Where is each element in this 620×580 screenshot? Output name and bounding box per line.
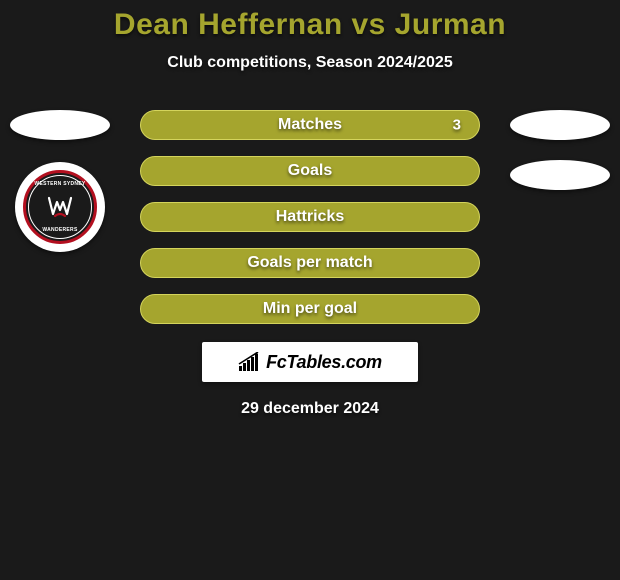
stat-label: Goals per match: [247, 254, 372, 272]
stat-row-min-per-goal: Min per goal: [140, 294, 480, 324]
snapshot-date: 29 december 2024: [0, 400, 620, 418]
left-player-column: WESTERN SYDNEY WANDERERS: [0, 110, 120, 252]
page-title: Dean Heffernan vs Jurman: [0, 8, 620, 42]
comparison-block: WESTERN SYDNEY WANDERERS Matches 3: [0, 110, 620, 324]
player-photo-placeholder: [510, 110, 610, 140]
watermark-badge: FcTables.com: [202, 342, 418, 382]
player-photo-placeholder: [10, 110, 110, 140]
stat-rows: Matches 3 Goals Hattricks Goals per matc…: [140, 110, 480, 324]
club-badge-inner: WESTERN SYDNEY WANDERERS: [23, 170, 97, 244]
watermark-text: FcTables.com: [266, 352, 382, 373]
club-badge-placeholder: [510, 160, 610, 190]
stat-row-goals: Goals: [140, 156, 480, 186]
stat-row-goals-per-match: Goals per match: [140, 248, 480, 278]
stats-card: Dean Heffernan vs Jurman Club competitio…: [0, 0, 620, 580]
stat-label: Goals: [288, 162, 332, 180]
club-badge-text-bottom: WANDERERS: [42, 227, 77, 233]
subtitle: Club competitions, Season 2024/2025: [0, 54, 620, 72]
stat-row-hattricks: Hattricks: [140, 202, 480, 232]
stat-label: Hattricks: [276, 208, 344, 226]
bar-chart-icon: [238, 352, 262, 372]
stat-value-right: 3: [453, 117, 461, 134]
club-monogram-icon: [45, 192, 75, 222]
right-player-column: [500, 110, 620, 190]
club-badge-left: WESTERN SYDNEY WANDERERS: [15, 162, 105, 252]
stat-label: Matches: [278, 116, 342, 134]
stat-label: Min per goal: [263, 300, 357, 318]
club-badge-text-top: WESTERN SYDNEY: [34, 181, 85, 187]
stat-row-matches: Matches 3: [140, 110, 480, 140]
